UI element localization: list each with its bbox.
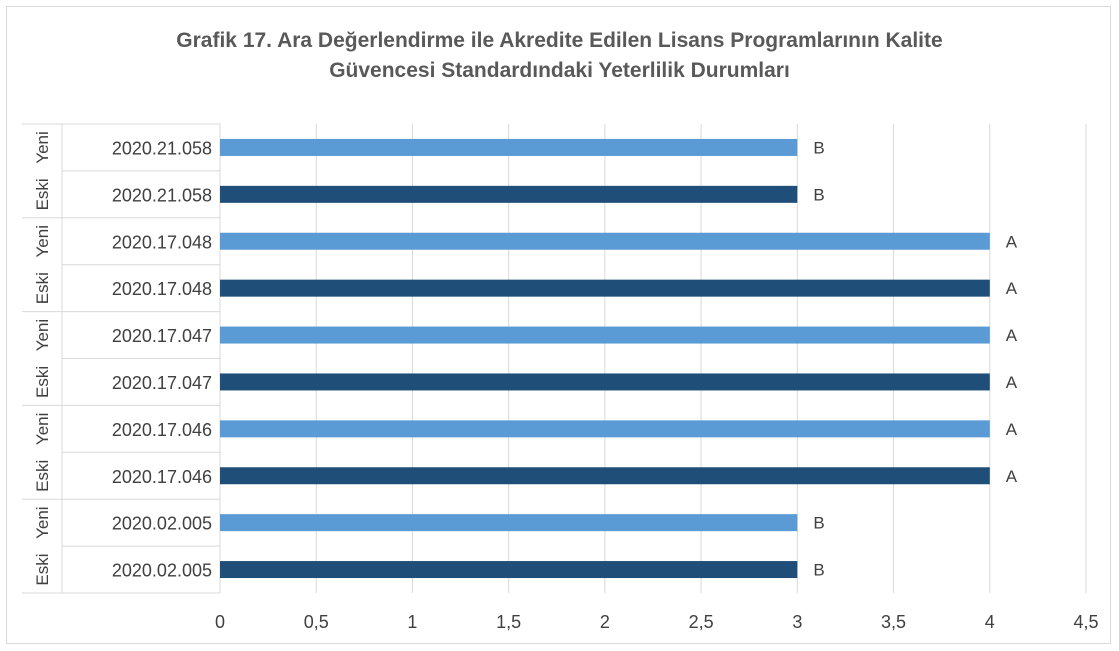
data-label: A — [1006, 373, 1018, 392]
x-tick-label: 1 — [407, 612, 417, 632]
x-tick-label: 1,5 — [496, 612, 521, 632]
data-labels: B B A A A A A A B B — [813, 138, 1017, 579]
data-label: A — [1006, 326, 1018, 345]
category-label: 2020.02.005 — [112, 514, 212, 534]
group-label: Yeni — [33, 506, 52, 538]
bar — [220, 185, 798, 203]
category-label: 2020.17.048 — [112, 232, 212, 252]
data-label: A — [1006, 279, 1018, 298]
group-label: Eski — [33, 178, 52, 210]
category-labels: 2020.21.058 2020.21.058 2020.17.048 2020.17… — [112, 138, 212, 580]
data-label: B — [813, 138, 824, 157]
group-label: Yeni — [33, 131, 52, 163]
bar — [220, 138, 798, 156]
category-label: 2020.02.005 — [112, 561, 212, 581]
category-label: 2020.17.047 — [112, 326, 212, 346]
bar — [220, 467, 990, 485]
category-label: 2020.17.048 — [112, 279, 212, 299]
bar — [220, 420, 990, 438]
bar — [220, 561, 798, 579]
category-label: 2020.17.047 — [112, 373, 212, 393]
group-labels: Yeni Eski Yeni Eski Yeni Eski Yeni Eski Yeni Eski — [33, 131, 52, 585]
group-label: Eski — [33, 553, 52, 585]
x-tick-label: 2,5 — [689, 612, 714, 632]
data-label: B — [813, 185, 824, 204]
group-label: Yeni — [33, 413, 52, 445]
x-tick-label: 3 — [792, 612, 802, 632]
chart-title: Grafik 17. Ara Değerlendirme ile Akredit… — [0, 26, 1119, 86]
bar — [220, 326, 990, 344]
category-label: 2020.21.058 — [112, 185, 212, 205]
bar — [220, 232, 990, 250]
group-label: Yeni — [33, 225, 52, 257]
x-tick-label: 3,5 — [881, 612, 906, 632]
group-label: Eski — [33, 460, 52, 492]
data-label: A — [1006, 420, 1018, 439]
data-label: A — [1006, 232, 1018, 251]
x-tick-label: 0 — [215, 612, 225, 632]
bar — [220, 514, 798, 532]
x-tick-label: 4 — [985, 612, 995, 632]
bar — [220, 373, 990, 391]
category-label: 2020.21.058 — [112, 138, 212, 158]
category-label: 2020.17.046 — [112, 467, 212, 487]
x-tick-label: 4,5 — [1073, 612, 1098, 632]
data-label: A — [1006, 467, 1018, 486]
x-tick-label: 0,5 — [304, 612, 329, 632]
x-tick-labels: 0 0,5 1 1,5 2 2,5 3 3,5 4 4,5 — [215, 612, 1099, 632]
category-label: 2020.17.046 — [112, 420, 212, 440]
group-label: Eski — [33, 366, 52, 398]
group-label: Eski — [33, 272, 52, 304]
bar — [220, 279, 990, 297]
data-label: B — [813, 514, 824, 533]
bar-series — [220, 138, 990, 579]
group-label: Yeni — [33, 319, 52, 351]
chart-area — [6, 6, 1111, 644]
chart-title-line-1: Grafik 17. Ara Değerlendirme ile Akredit… — [176, 29, 943, 52]
x-tick-label: 2 — [600, 612, 610, 632]
data-label: B — [813, 561, 824, 580]
chart-title-line-2: Güvencesi Standardındaki Yeterlilik Duru… — [329, 59, 790, 82]
